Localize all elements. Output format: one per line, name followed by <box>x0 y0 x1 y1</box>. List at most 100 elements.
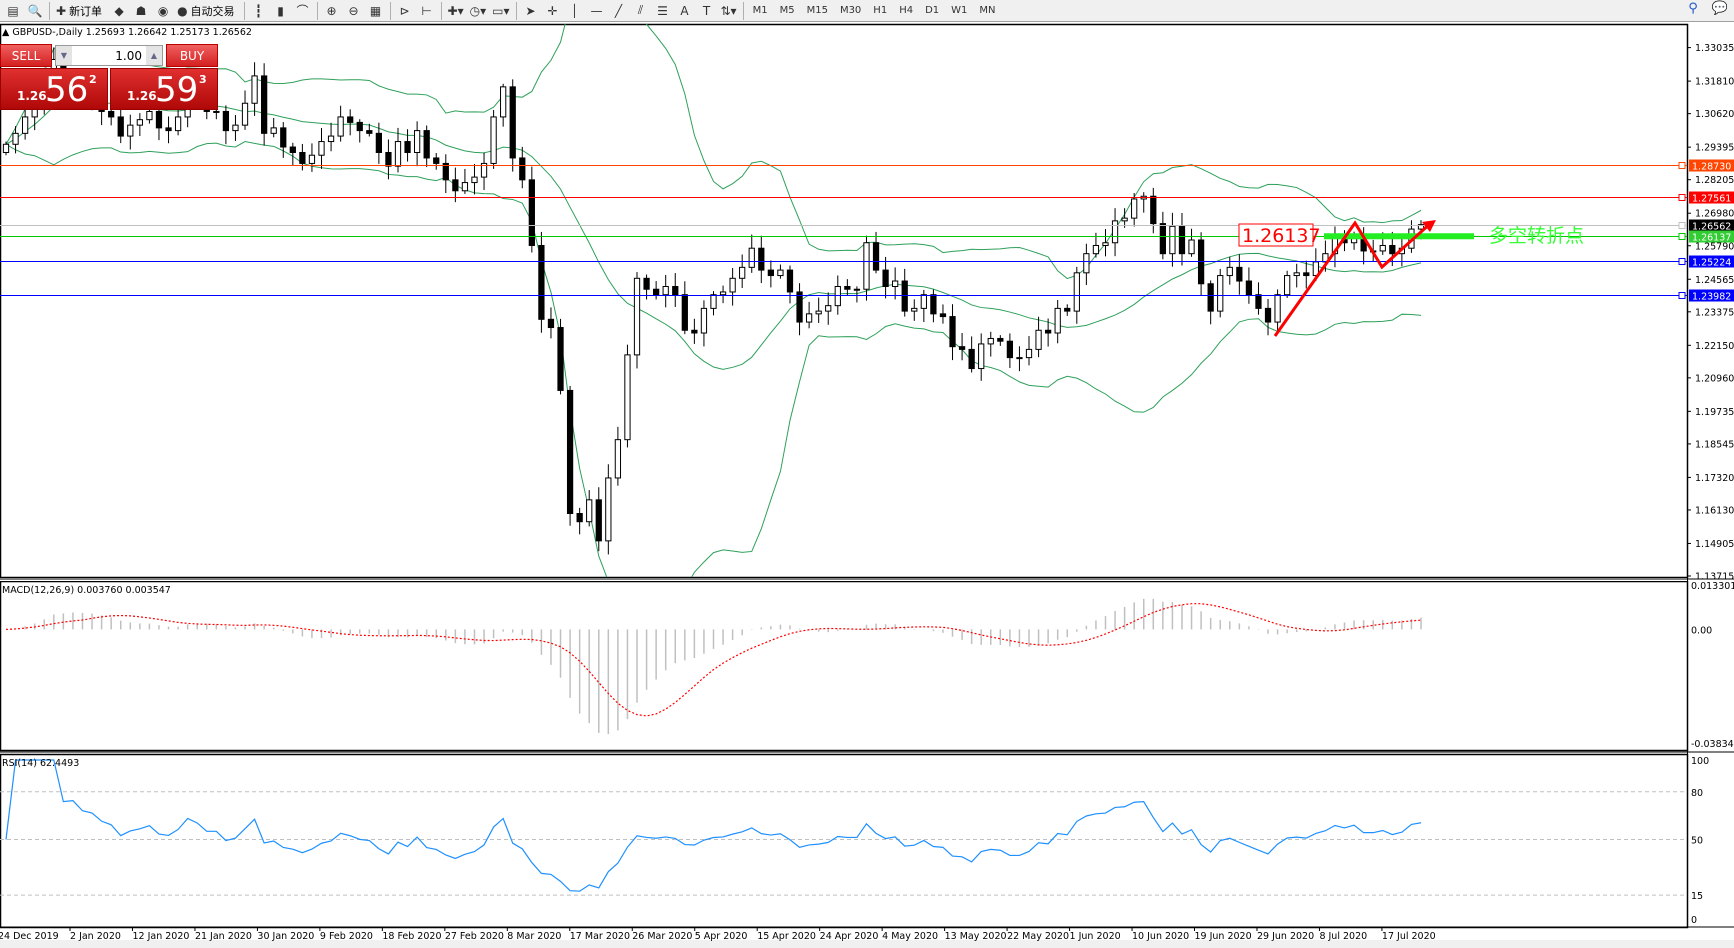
candle[interactable] <box>289 142 296 166</box>
lot-size-field[interactable]: ▼ 1.00 ▲ <box>55 45 163 66</box>
candle[interactable] <box>987 331 994 357</box>
tile-windows-button[interactable]: ▦ <box>365 1 387 21</box>
candle[interactable] <box>605 464 612 555</box>
candle[interactable] <box>528 166 535 253</box>
candle[interactable] <box>1150 187 1157 234</box>
candle[interactable] <box>318 128 325 169</box>
candle[interactable] <box>1159 211 1166 260</box>
zoom-chart-button[interactable]: 🔍 <box>24 1 46 21</box>
candle[interactable] <box>299 143 306 171</box>
candle[interactable] <box>1054 299 1061 344</box>
candle[interactable] <box>385 139 392 180</box>
candle[interactable] <box>978 333 985 381</box>
candle[interactable] <box>853 286 861 303</box>
candle[interactable] <box>433 152 440 170</box>
candle[interactable] <box>767 260 774 288</box>
candle[interactable] <box>863 235 870 301</box>
candle[interactable] <box>327 122 335 152</box>
candle[interactable] <box>280 122 287 158</box>
channel-button[interactable]: ⫽ <box>630 1 652 21</box>
candle[interactable] <box>136 113 143 137</box>
candle[interactable] <box>241 90 249 130</box>
candle[interactable] <box>633 272 641 369</box>
candle[interactable] <box>2 141 10 156</box>
auto-trading-button[interactable]: ● 自动交易 <box>174 1 240 21</box>
candle[interactable] <box>825 292 832 325</box>
candle[interactable] <box>805 301 813 329</box>
price-label-box[interactable] <box>1238 223 1314 247</box>
timeframe-w1[interactable]: W1 <box>951 5 968 16</box>
candle[interactable] <box>939 304 947 324</box>
timeframe-d1[interactable]: D1 <box>925 5 940 16</box>
candle[interactable] <box>480 152 488 191</box>
auto-scroll-button[interactable]: ⊳ <box>394 1 416 21</box>
lot-increase-icon[interactable]: ▲ <box>146 46 162 65</box>
candle[interactable] <box>786 265 794 304</box>
line-handle[interactable] <box>1678 194 1686 201</box>
zoom-in-button[interactable]: ⊕ <box>321 1 343 21</box>
candle[interactable] <box>1006 333 1014 368</box>
candle[interactable] <box>796 283 803 336</box>
search-icon[interactable]: ⚲ <box>1688 1 1698 16</box>
candle[interactable] <box>1217 268 1224 318</box>
candle[interactable] <box>576 507 583 535</box>
text-button[interactable]: A <box>674 1 696 21</box>
candle[interactable] <box>672 273 679 307</box>
indicators-button[interactable]: ✚▾ <box>445 1 467 21</box>
candle[interactable] <box>232 115 239 141</box>
candle[interactable] <box>710 291 717 316</box>
candle[interactable] <box>586 490 593 527</box>
candle[interactable] <box>653 281 660 300</box>
candle[interactable] <box>997 335 1004 346</box>
chart-area[interactable]: 1.330351.318101.306201.293951.282051.269… <box>0 22 1734 948</box>
candle[interactable] <box>1284 270 1291 298</box>
timeframe-m5[interactable]: M5 <box>779 5 795 16</box>
candle[interactable] <box>461 168 469 194</box>
candle[interactable] <box>1131 193 1138 227</box>
chart-button[interactable]: ▤ <box>2 1 24 21</box>
timeframe-mn[interactable]: MN <box>979 5 996 16</box>
candle[interactable] <box>729 267 736 306</box>
turning-point-bar[interactable] <box>1324 233 1474 240</box>
candle[interactable] <box>12 126 19 154</box>
candle[interactable] <box>251 62 258 116</box>
candle[interactable] <box>1197 232 1205 296</box>
candle[interactable] <box>442 154 449 194</box>
chart-shift-button[interactable]: ⊢ <box>416 1 438 21</box>
line-handle[interactable] <box>1678 162 1686 169</box>
candle[interactable] <box>500 83 507 127</box>
candle[interactable] <box>165 116 172 144</box>
timeframe-h1[interactable]: H1 <box>873 5 888 16</box>
candle[interactable] <box>930 289 937 323</box>
sell-button[interactable]: SELL <box>0 44 52 67</box>
candle[interactable] <box>1207 280 1214 325</box>
candle[interactable] <box>1236 254 1243 295</box>
candle[interactable] <box>1111 208 1119 257</box>
candle[interactable] <box>1169 212 1176 267</box>
candle[interactable] <box>748 234 755 273</box>
candle[interactable] <box>882 256 889 299</box>
candle[interactable] <box>471 164 478 195</box>
candle[interactable] <box>1264 298 1272 336</box>
candle[interactable] <box>347 109 354 136</box>
candle[interactable] <box>1025 336 1033 366</box>
line-handle[interactable] <box>1678 258 1686 265</box>
templates-button[interactable]: ▭▾ <box>489 1 512 21</box>
candle[interactable] <box>1293 263 1300 288</box>
vertical-line-button[interactable]: │ <box>564 1 586 21</box>
candle[interactable] <box>719 285 727 304</box>
zoom-out-button[interactable]: ⊖ <box>343 1 365 21</box>
candle[interactable] <box>662 274 669 308</box>
candle[interactable] <box>1255 282 1262 315</box>
candle[interactable] <box>1188 228 1195 257</box>
candle[interactable] <box>127 114 134 150</box>
candle[interactable] <box>1102 229 1109 257</box>
candle[interactable] <box>1016 346 1023 372</box>
candle[interactable] <box>1083 243 1090 286</box>
candle[interactable] <box>1121 208 1128 228</box>
candle[interactable] <box>624 344 631 448</box>
candle[interactable] <box>920 289 927 323</box>
candle[interactable] <box>21 106 29 140</box>
candle[interactable] <box>375 122 383 164</box>
candle[interactable] <box>595 487 602 552</box>
